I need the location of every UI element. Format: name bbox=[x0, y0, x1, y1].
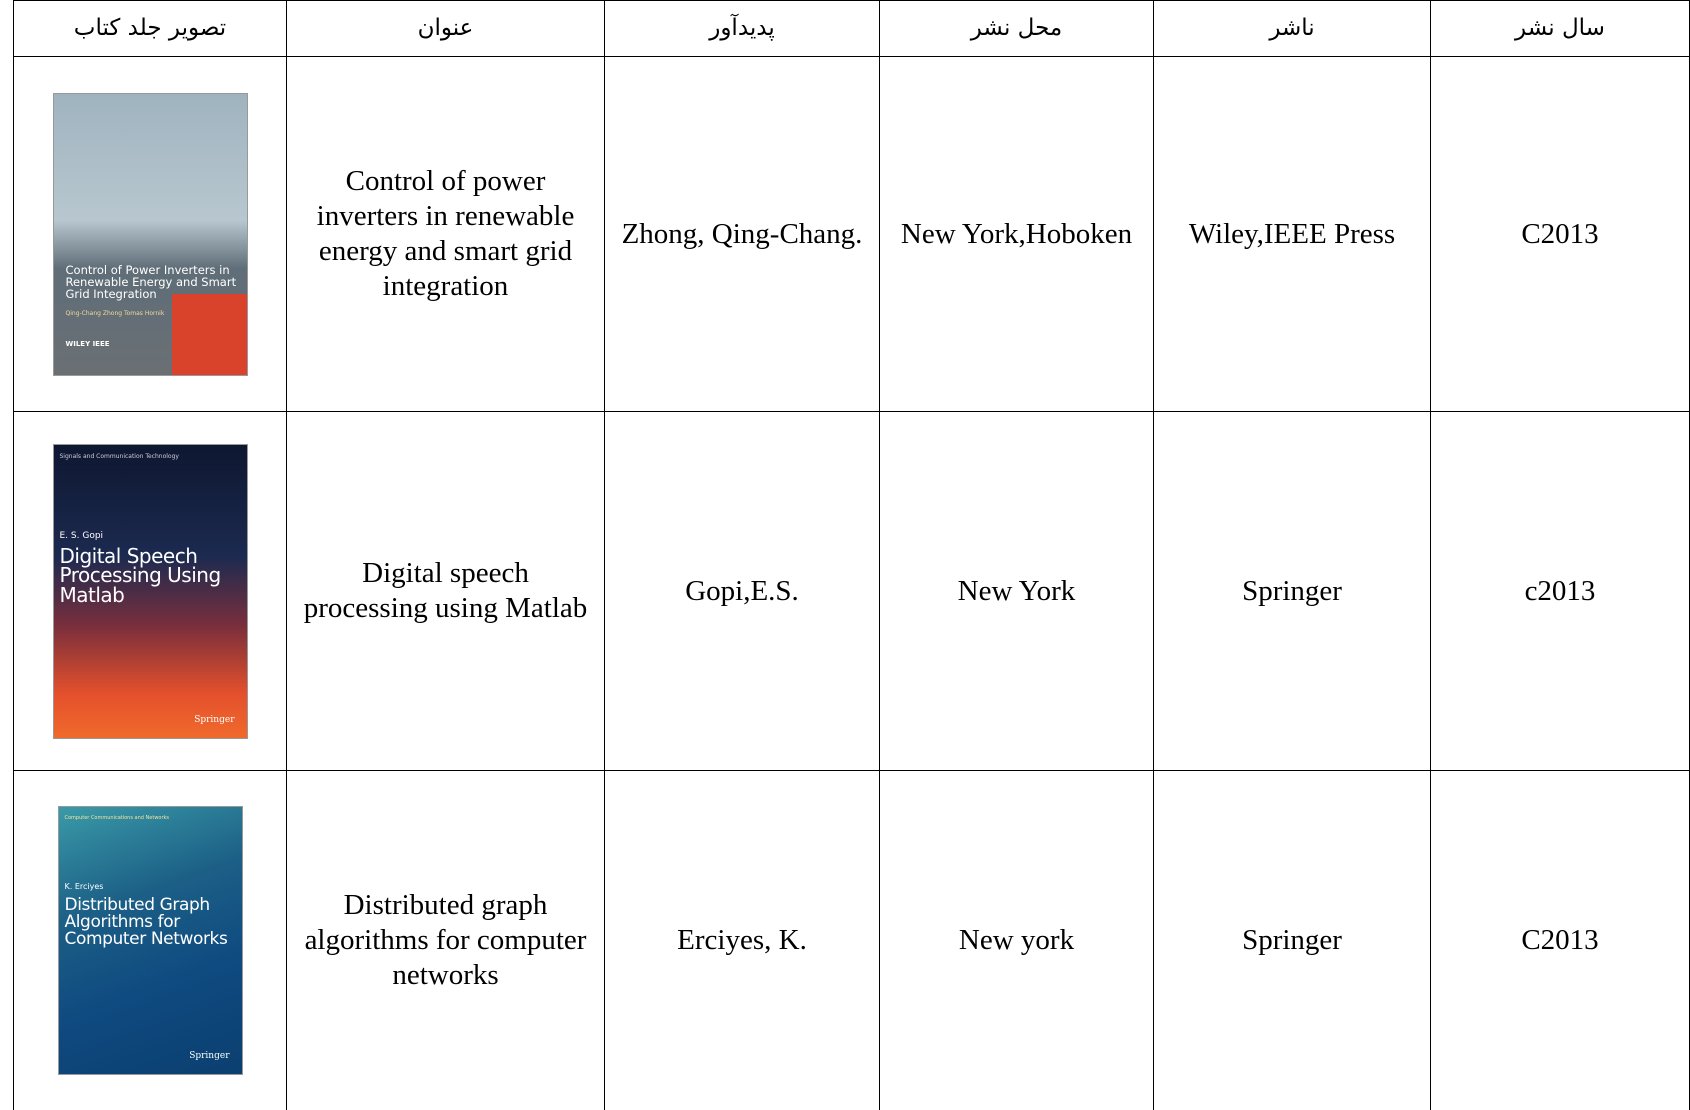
header-cell: ناشر bbox=[1153, 0, 1431, 57]
cell: Zhong, Qing-Chang. bbox=[604, 56, 880, 412]
cell: Springer bbox=[1153, 770, 1431, 1110]
cell: New York,Hoboken bbox=[879, 56, 1154, 412]
cover-author: K. Erciyes bbox=[64, 881, 104, 891]
cell: Erciyes, K. bbox=[604, 770, 880, 1110]
row: c2013 Springer New York Gopi,E.S. Digita… bbox=[13, 411, 1690, 771]
header-cell: پدیدآور bbox=[604, 0, 880, 57]
header-cell: عنوان bbox=[286, 0, 605, 57]
cell: C2013 bbox=[1430, 56, 1690, 412]
cell: New York bbox=[879, 411, 1154, 771]
cover-publisher: WILEY IEEE bbox=[65, 339, 110, 348]
cover-author: E. S. Gopi bbox=[59, 530, 104, 541]
cover-authors: Qing-Chang Zhong Tomas Hornik bbox=[65, 309, 165, 317]
cover-publisher: Springer bbox=[194, 714, 235, 725]
book-cover: Computer Communications and Networks K. … bbox=[58, 806, 242, 1074]
book-table: سال نشر ناشر محل نشر پدیدآور عنوان تصویر… bbox=[13, 0, 1690, 1110]
row: C2013 Wiley,IEEE Press New York,Hoboken … bbox=[13, 56, 1690, 412]
cover-series: Signals and Communication Technology bbox=[59, 452, 179, 460]
book-cover: Control of Power Inverters in Renewable … bbox=[53, 93, 247, 375]
cell: Wiley,IEEE Press bbox=[1153, 56, 1431, 412]
cover-cell: Computer Communications and Networks K. … bbox=[13, 770, 287, 1110]
cover-cell: Control of Power Inverters in Renewable … bbox=[13, 56, 287, 412]
cover-title: Digital Speech Processing Using Matlab bbox=[59, 543, 222, 607]
cell: Gopi,E.S. bbox=[604, 411, 880, 771]
cell: Distributed graph algorithms for compute… bbox=[286, 770, 605, 1110]
cover-series: Computer Communications and Networks bbox=[64, 814, 170, 821]
cover-title: Control of Power Inverters in Renewable … bbox=[65, 262, 237, 301]
row: C2013 Springer New york Erciyes, K. Dist… bbox=[13, 770, 1690, 1110]
cover-publisher: Springer bbox=[189, 1050, 230, 1061]
header-row: سال نشر ناشر محل نشر پدیدآور عنوان تصویر… bbox=[13, 0, 1690, 57]
cover-cell: Signals and Communication Technology E. … bbox=[13, 411, 287, 771]
book-cover: Signals and Communication Technology E. … bbox=[53, 444, 247, 738]
header-cell: محل نشر bbox=[879, 0, 1154, 57]
cover-title: Distributed Graph Algorithms for Compute… bbox=[64, 894, 228, 949]
cell: Control of power inverters in renewable … bbox=[286, 56, 605, 412]
cell: Digital speech processing using Matlab bbox=[286, 411, 605, 771]
header-cell: تصویر جلد کتاب bbox=[13, 0, 287, 57]
cell: c2013 bbox=[1430, 411, 1690, 771]
cell: Springer bbox=[1153, 411, 1431, 771]
cell: C2013 bbox=[1430, 770, 1690, 1110]
header-cell: سال نشر bbox=[1430, 0, 1690, 57]
cell: New york bbox=[879, 770, 1154, 1110]
